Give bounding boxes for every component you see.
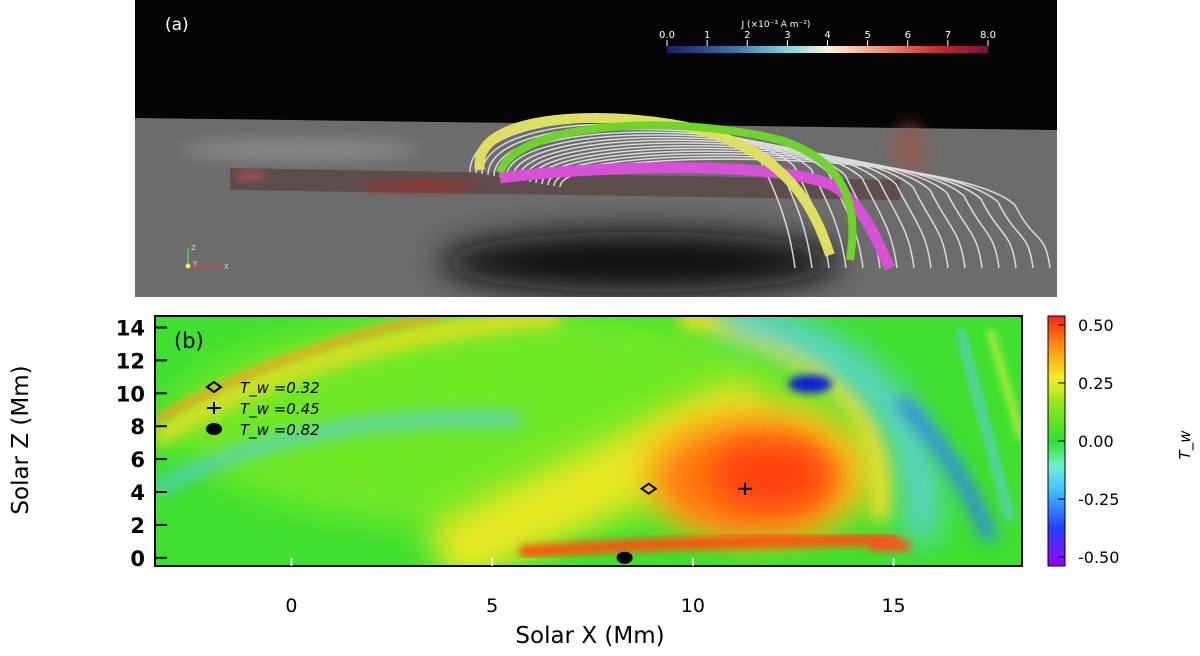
colorbar-a-tick-label: 6 [905, 30, 911, 41]
legend-plus-icon [207, 402, 221, 414]
y-tick-label: 8 [130, 415, 145, 439]
tw-colorbar-tick-label: -0.25 [1078, 490, 1119, 509]
panel-b-label: (b) [174, 329, 204, 353]
colorbar-a-tick-label: 3 [784, 30, 790, 41]
legend-label-diamond: T_w =0.32 [240, 379, 320, 398]
triad-x-label: X [224, 263, 229, 271]
x-tick-label: 15 [881, 595, 905, 617]
panel-a: (a) J (×10⁻³ A m⁻²) 0.0 1 2 3 4 5 6 7 8.0 Z Y X [135, 0, 1057, 297]
colorbar-a-tick-label: 5 [864, 30, 870, 41]
x-axis-label: Solar X (Mm) [515, 623, 664, 649]
y-tick-label: 10 [116, 382, 145, 406]
green-flux-rope [496, 121, 857, 261]
plot-frame [154, 315, 1023, 567]
panel-a-label: (a) [165, 15, 189, 35]
colorbar-a-tick-label: 4 [824, 30, 830, 41]
tw-colorbar-tick-label: 0.00 [1078, 432, 1114, 451]
y-tick-label: 0 [130, 547, 145, 571]
x-tick-label: 5 [486, 595, 498, 617]
tw-colorbar-tick-label: -0.50 [1078, 548, 1119, 567]
colorbar-a-tick-label: 8.0 [980, 30, 996, 41]
colorbar-a-tick-label: 7 [945, 30, 951, 41]
colorbar-a-tick-label: 0.0 [659, 30, 675, 41]
shadow [440, 232, 840, 292]
legend-diamond-icon [205, 380, 223, 394]
legend-label-plus: T_w =0.45 [240, 400, 320, 419]
triad-z-label: Z [191, 244, 196, 252]
marker-dot [616, 551, 633, 564]
colorbar-a-title: J (×10⁻³ A m⁻²) [741, 20, 811, 30]
colorbar-a-bar [667, 46, 988, 53]
legend-label-dot: T_w =0.82 [240, 421, 320, 440]
y-tick-label: 6 [130, 448, 145, 472]
x-tick-label: 0 [285, 595, 297, 617]
marker-plus [738, 482, 753, 495]
tw-colorbar-tick-label: 0.25 [1078, 374, 1114, 393]
marker-legend: T_w =0.32 T_w =0.45 T_w =0.82 [205, 379, 320, 440]
marker-diamond [639, 482, 658, 495]
axes-triad: Z Y X [185, 244, 229, 271]
x-tick-label: 10 [681, 595, 705, 617]
current-slice [230, 168, 900, 200]
magenta-flux-rope [499, 162, 895, 271]
triad-y-label: Y [192, 260, 198, 268]
colorbar-a-tick-label: 1 [704, 30, 710, 41]
colorbar-a-tick-label: 2 [744, 30, 750, 41]
legend-dot-icon [206, 423, 222, 435]
tw-colorbar-label: T_w [1176, 430, 1195, 460]
tw-colorbar-tick-label: 0.50 [1078, 316, 1114, 335]
y-tick-label: 14 [116, 317, 145, 341]
y-tick-label: 4 [130, 481, 145, 505]
y-tick-label: 12 [116, 349, 145, 373]
current-density-colorbar: J (×10⁻³ A m⁻²) 0.0 1 2 3 4 5 6 7 8.0 [659, 20, 996, 53]
panel-b-heatmap [155, 316, 1022, 566]
y-axis-label: Solar Z (Mm) [8, 365, 34, 514]
y-tick-label: 2 [130, 514, 145, 538]
